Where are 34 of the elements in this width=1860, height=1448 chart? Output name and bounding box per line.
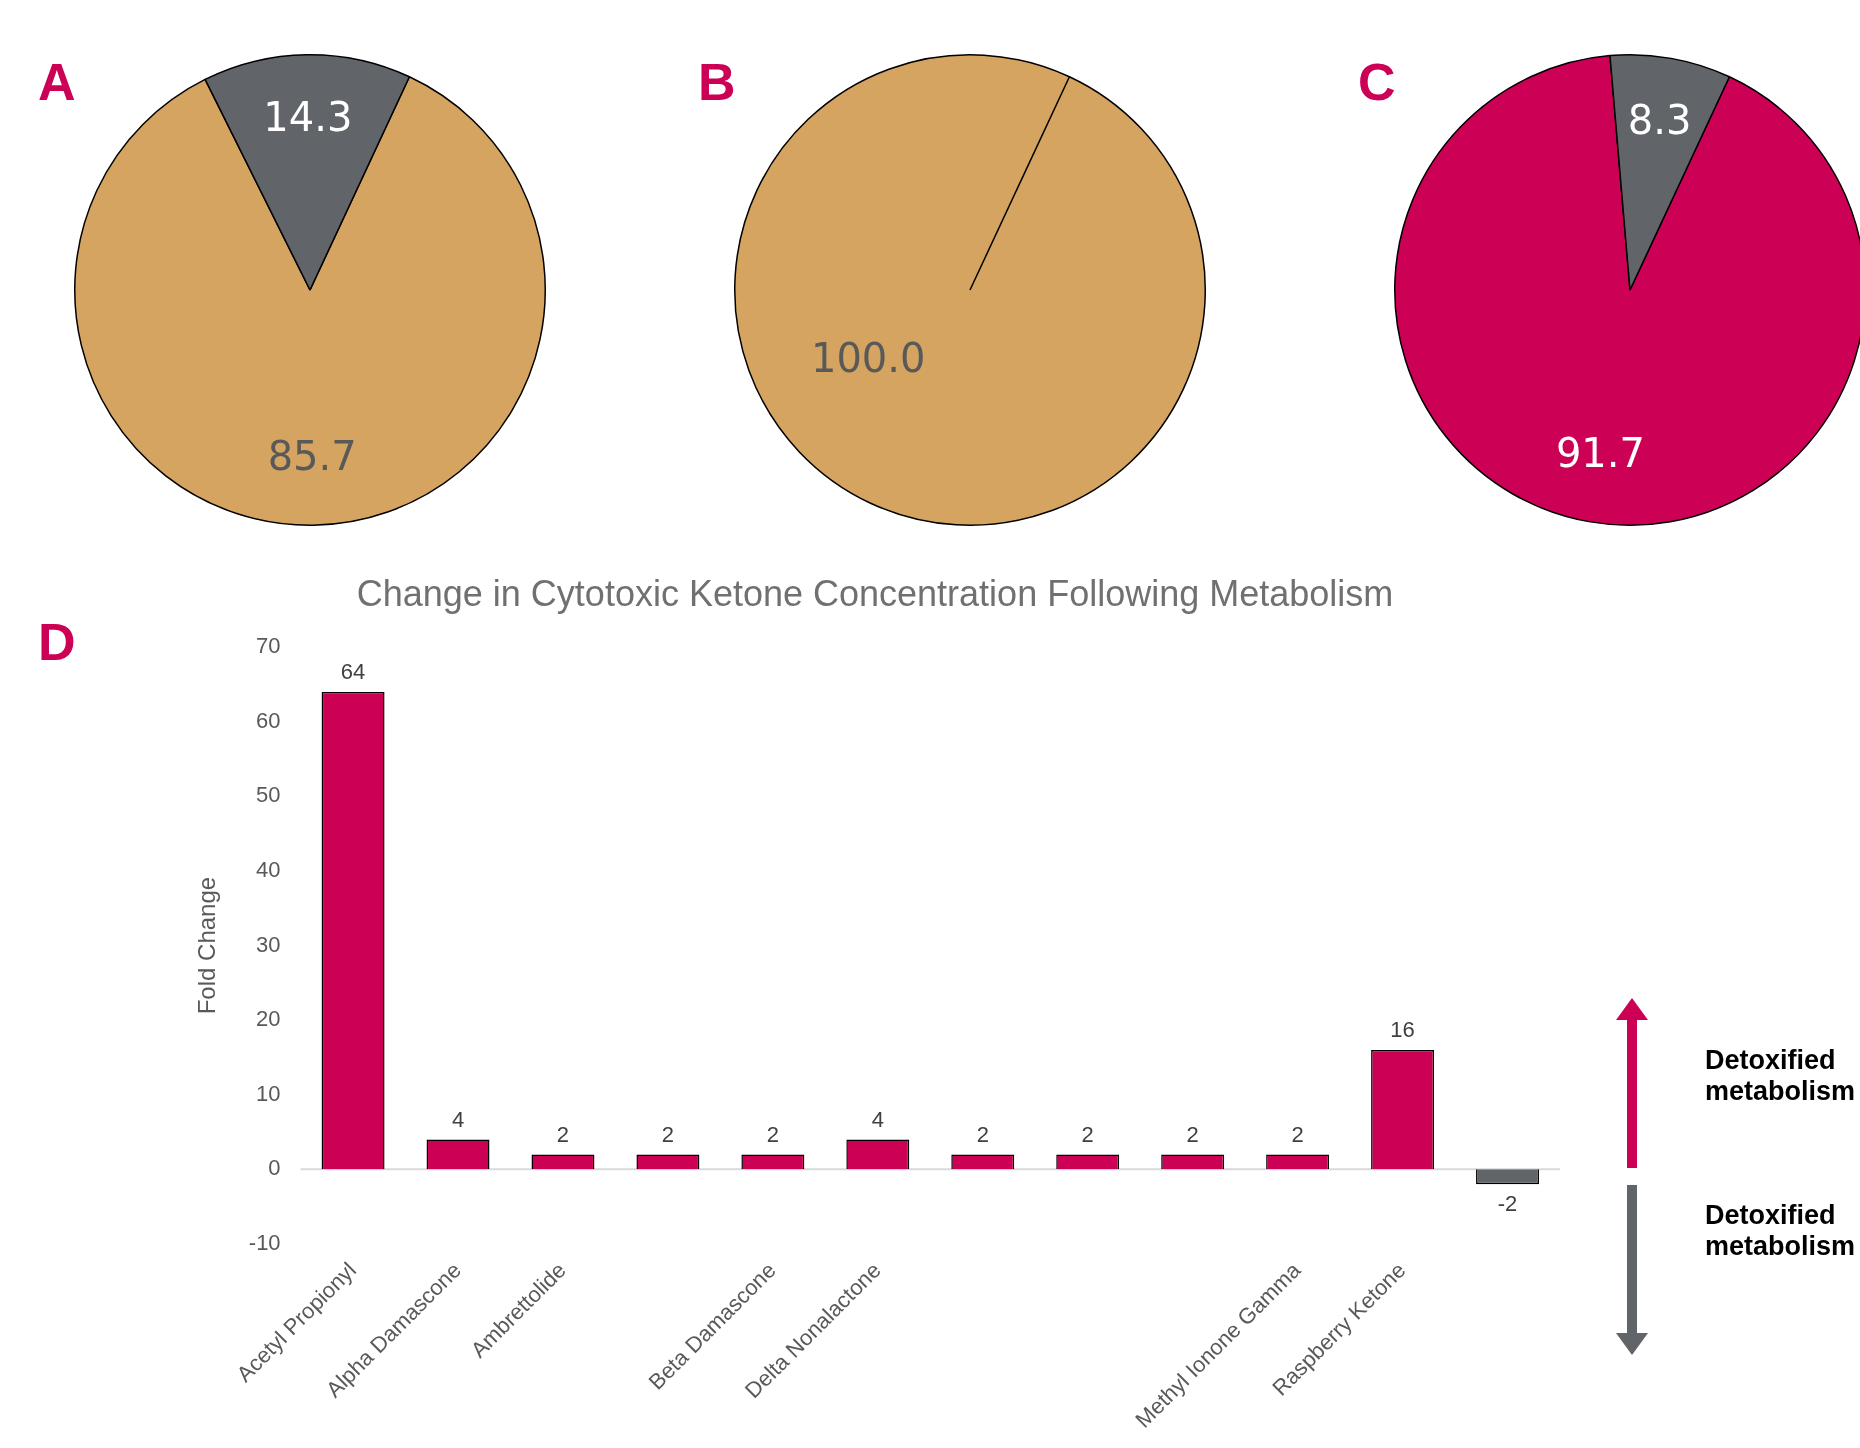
y-tick-label: -10: [248, 1230, 281, 1256]
data-label: -2: [1497, 1191, 1518, 1217]
y-tick-label: 10: [256, 1080, 281, 1106]
y-tick-label: 70: [256, 633, 281, 659]
data-label: 2: [1186, 1121, 1199, 1147]
data-label: 16: [1390, 1017, 1415, 1043]
y-tick-label: 0: [268, 1155, 281, 1181]
y-axis-title: Fold Change: [193, 876, 221, 1015]
data-label: 8.3: [1627, 96, 1692, 143]
data-label: 85.7: [267, 432, 357, 479]
data-label: 2: [556, 1121, 570, 1147]
y-tick-label: 30: [256, 931, 281, 957]
data-label: 4: [451, 1106, 465, 1132]
chart-title: Change in Cytotoxic Ketone Concentration Following Metabolism: [356, 572, 1394, 614]
data-label: 4: [871, 1106, 884, 1132]
text: D: [38, 612, 76, 672]
data-label: 14.3: [263, 94, 353, 141]
data-label: 91.7: [1555, 430, 1645, 477]
y-tick-label: 50: [256, 782, 281, 808]
data-label: 2: [1081, 1121, 1094, 1147]
data-label: 64: [340, 659, 366, 685]
y-tick-label: 40: [256, 857, 281, 883]
data-label: 2: [1291, 1121, 1304, 1147]
y-tick-label: 60: [256, 707, 281, 733]
chart-title: C: [1358, 52, 1396, 112]
data-label: 100.0: [810, 335, 926, 382]
text: Detoxified metabolism: [1705, 1200, 1856, 1263]
chart-title: B: [698, 52, 736, 112]
text: Detoxified metabolism: [1705, 1045, 1856, 1108]
data-label: 2: [766, 1121, 779, 1147]
y-tick-label: 20: [256, 1006, 281, 1032]
data-label: 2: [661, 1121, 675, 1147]
data-label: 2: [976, 1121, 989, 1147]
chart-title: A: [38, 52, 76, 112]
